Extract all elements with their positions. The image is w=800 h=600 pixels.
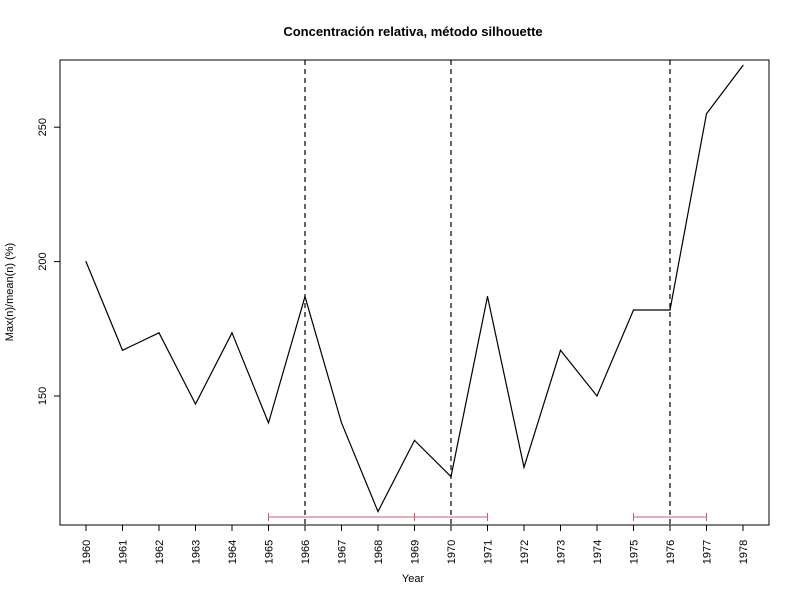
- x-tick-label-1971: 1971: [483, 540, 495, 564]
- point-1965: [267, 422, 270, 424]
- point-1969: [413, 439, 416, 441]
- x-tick-label-1969: 1969: [410, 540, 422, 564]
- vertical-markers: [304, 60, 671, 525]
- x-tick-label-1964: 1964: [227, 540, 239, 564]
- x-tick-label-1967: 1967: [337, 540, 349, 564]
- series-line-0: [85, 65, 744, 513]
- interval-bars: [268, 513, 707, 521]
- x-tick-label-1966: 1966: [300, 540, 312, 564]
- x-tick-label-1961: 1961: [118, 540, 130, 564]
- point-1972: [523, 466, 525, 468]
- y-tick-label-250: 250: [37, 118, 49, 136]
- point-1961: [121, 349, 124, 351]
- x-tick-label-1965: 1965: [264, 540, 276, 564]
- point-1978: [742, 64, 744, 66]
- point-1968: [377, 510, 379, 513]
- x-axis-label: Year: [402, 573, 425, 585]
- y-axis: 150 200 250: [37, 118, 60, 405]
- x-tick-label-1970: 1970: [446, 540, 458, 564]
- x-tick-label-1976: 1976: [665, 540, 677, 564]
- point-1975: [632, 309, 635, 311]
- point-1963: [194, 403, 197, 405]
- point-1974: [596, 395, 598, 397]
- x-tick-label-1975: 1975: [629, 540, 641, 564]
- point-1964: [231, 332, 233, 334]
- point-1970: [450, 476, 452, 478]
- point-1966: [304, 295, 306, 298]
- y-axis-label: Max(n)/mean(n) (%): [4, 243, 16, 341]
- x-tick-label-1974: 1974: [592, 540, 604, 564]
- point-1977: [705, 113, 708, 115]
- point-1971: [486, 295, 489, 298]
- x-tick-label-1963: 1963: [191, 540, 203, 564]
- x-tick-label-1968: 1968: [373, 540, 385, 564]
- plot-frame: [59, 59, 770, 526]
- x-tick-label-1973: 1973: [556, 540, 568, 564]
- x-tick-label-1962: 1962: [154, 540, 166, 564]
- x-tick-label-1960: 1960: [81, 540, 93, 564]
- x-tick-label-1977: 1977: [702, 540, 714, 564]
- point-1973: [559, 349, 562, 351]
- point-1976: [669, 309, 671, 311]
- x-axis: 1960 1961 1962 1963 1964 1965 1966 1967 1968 1969…: [81, 525, 750, 564]
- point-1960: [85, 260, 87, 263]
- x-tick-label-1978: 1978: [738, 540, 750, 564]
- y-tick-label-150: 150: [37, 387, 49, 405]
- point-1962: [158, 332, 160, 334]
- chart-title: Concentración relativa, método silhouett…: [283, 24, 542, 39]
- point-1967: [340, 422, 343, 424]
- series-lines: [85, 64, 744, 513]
- y-tick-label-200: 200: [37, 252, 49, 270]
- x-tick-label-1972: 1972: [519, 540, 531, 564]
